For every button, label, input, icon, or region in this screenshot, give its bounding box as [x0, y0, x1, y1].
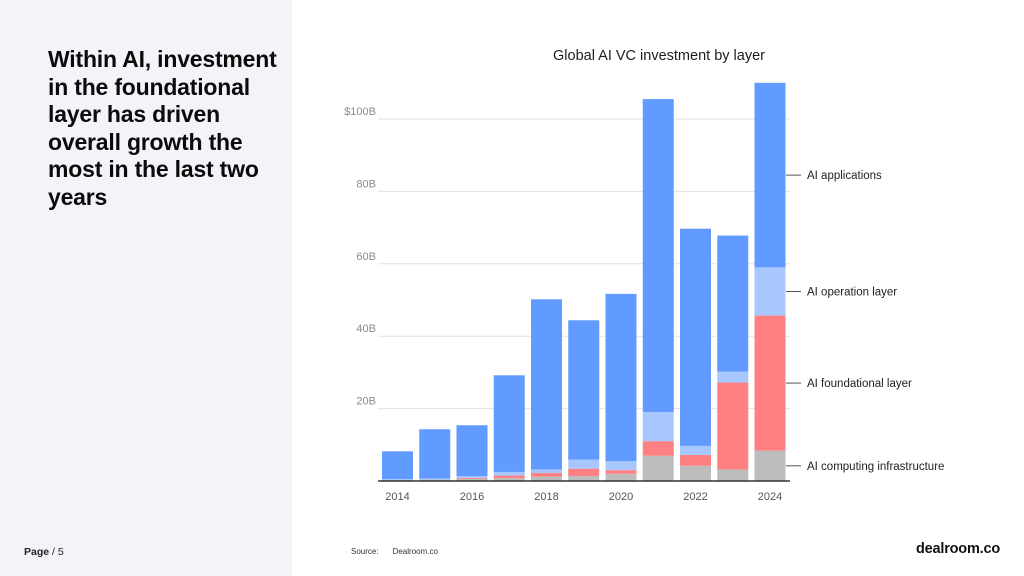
legend-label: AI operation layer: [807, 286, 897, 298]
bar-segment-ai-operation-layer: [456, 476, 488, 478]
bar-segment-ai-operation-layer: [754, 267, 786, 316]
y-tick-label: 80B: [356, 178, 376, 190]
page-label: Page: [24, 546, 50, 558]
bar-segment-ai-operation-layer: [531, 469, 562, 474]
bar-segment-ai-computing-infrastructure: [493, 478, 525, 481]
y-tick-label: $100B: [344, 106, 376, 118]
bar-segment-ai-operation-layer: [493, 471, 525, 476]
bar-segment-ai-applications: [717, 235, 749, 372]
left-panel: [0, 0, 292, 576]
bar-segment-ai-applications: [493, 375, 525, 472]
bar-segment-ai-applications: [456, 425, 488, 477]
bar-segment-ai-foundational-layer: [754, 315, 786, 451]
bar-segment-ai-foundational-layer: [568, 468, 600, 476]
bar-segment-ai-operation-layer: [568, 459, 600, 469]
bar-segment-ai-applications: [680, 228, 711, 446]
bar-segment-ai-operation-layer: [680, 445, 711, 455]
bar-segment-ai-operation-layer: [642, 412, 674, 442]
bar-segment-ai-foundational-layer: [717, 382, 749, 470]
bar-segment-ai-foundational-layer: [605, 470, 637, 474]
bar-segment-ai-applications: [754, 82, 786, 268]
bar-segment-ai-computing-infrastructure: [717, 469, 749, 481]
slide-headline: Within AI, investment in the foundationa…: [48, 46, 277, 210]
y-tick-label: 60B: [356, 251, 376, 263]
chart-title: Global AI VC investment by layer: [553, 48, 765, 64]
bar-segment-ai-operation-layer: [382, 479, 413, 480]
bar-segment-ai-computing-infrastructure: [531, 476, 562, 481]
bar-segment-ai-computing-infrastructure: [680, 465, 711, 481]
dealroom-logo: dealroom.co: [915, 541, 1000, 557]
bar-segment-ai-foundational-layer: [680, 454, 711, 466]
bar-segment-ai-applications: [382, 451, 413, 480]
x-tick-label: 2020: [609, 491, 633, 503]
bar-segment-ai-operation-layer: [419, 478, 451, 480]
bar-segment-ai-foundational-layer: [493, 475, 525, 479]
bar-segment-ai-operation-layer: [605, 461, 637, 471]
x-tick-label: 2014: [385, 491, 409, 503]
bar-segment-ai-applications: [605, 293, 637, 462]
x-tick-label: 2016: [460, 491, 484, 503]
y-tick-label: 20B: [356, 396, 376, 408]
bar-segment-ai-computing-infrastructure: [642, 455, 674, 481]
source-value: Dealroom.co: [392, 547, 438, 556]
bar-segment-ai-applications: [642, 99, 674, 413]
page-indicator: Page / 5: [24, 546, 64, 558]
bar-segment-ai-computing-infrastructure: [456, 478, 488, 481]
legend-label: AI computing infrastructure: [807, 461, 944, 473]
bar-segment-ai-applications: [419, 429, 451, 479]
x-tick-label: 2022: [683, 491, 707, 503]
page-number: 5: [57, 546, 64, 558]
bar-segment-ai-foundational-layer: [642, 441, 674, 456]
bar-segment-ai-operation-layer: [717, 371, 749, 383]
x-tick-label: 2018: [534, 491, 558, 503]
bar-segment-ai-applications: [568, 320, 600, 460]
page-separator: /: [52, 546, 55, 558]
source-label: Source:: [351, 547, 379, 556]
y-tick-label: 40B: [356, 323, 376, 335]
bar-segment-ai-computing-infrastructure: [568, 475, 600, 481]
bar-segment-ai-foundational-layer: [531, 473, 562, 477]
bar-segment-ai-computing-infrastructure: [605, 473, 637, 481]
bar-segment-ai-foundational-layer: [456, 477, 488, 479]
legend-label: AI applications: [807, 170, 882, 182]
x-tick-label: 2024: [758, 491, 782, 503]
bar-segment-ai-applications: [531, 299, 562, 470]
legend-label: AI foundational layer: [807, 378, 912, 390]
source-note: Source: Dealroom.co: [351, 547, 438, 556]
bar-segment-ai-computing-infrastructure: [754, 450, 786, 481]
